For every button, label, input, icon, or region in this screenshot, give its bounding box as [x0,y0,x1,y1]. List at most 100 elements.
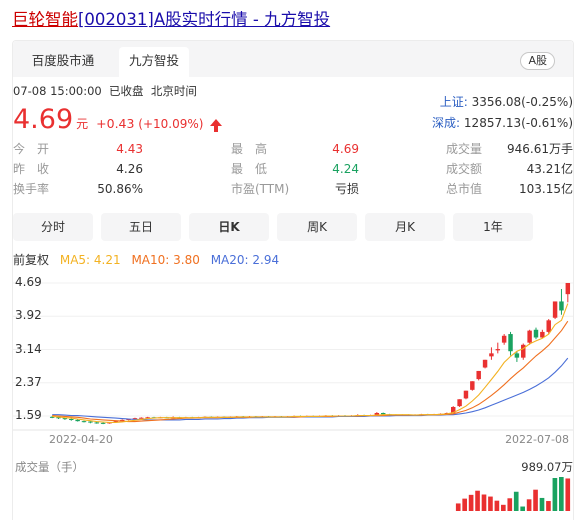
y-tick-label: 2.37 [15,375,42,389]
candle-body [75,419,80,422]
stats-row: 换手率 50.86% 市盈(TTM) 亏损 总市值 103.15亿 [13,179,573,199]
tab-jiufang[interactable]: 九方智投 [119,47,189,77]
stats-row: 今 开 4.43 最 高 4.69 成交量 946.61万手 [13,139,573,159]
stat-label-prev-close: 昨 收 [13,162,50,176]
candle-body [94,422,99,424]
tab-five-day[interactable]: 五日 [101,213,181,241]
market-badge: A股 [520,52,555,70]
candle-body [495,349,501,351]
candle-body [501,335,507,343]
timezone-label: 北京时间 [150,84,197,98]
tab-weekly-k[interactable]: 周K [277,213,357,241]
kline-chart[interactable] [13,41,573,520]
volume-bar [513,491,519,511]
stat-label-low: 最 低 [231,162,268,176]
volume-bar [468,494,474,511]
x-tick-label-start: 2022-04-20 [49,433,113,446]
ma10-legend: MA10: 3.80 [131,253,200,267]
tab-one-year[interactable]: 1年 [453,213,533,241]
volume-bar [552,477,558,511]
volume-bar [520,506,525,511]
ma-legend: 前复权 MA5: 4.21 MA10: 3.80 MA20: 2.94 [13,251,286,268]
y-tick-label: 3.14 [15,342,42,356]
volume-bar [494,500,500,511]
trade-datetime: 07-08 15:00:00 [13,84,102,98]
y-tick-label: 3.92 [15,308,42,322]
ma20-legend: MA20: 2.94 [210,253,280,267]
candle-body [527,330,532,343]
volume-bar [533,489,538,511]
ma5-legend: MA5: 4.21 [59,253,121,267]
index-name[interactable]: 上证: [439,95,468,109]
volume-bar [559,477,564,511]
candle-body [56,417,61,419]
stat-value-prev-close: 4.26 [116,162,143,176]
stat-value-turnover-rate: 50.86% [97,182,143,196]
tab-monthly-k[interactable]: 月K [365,213,445,241]
candle-body [546,320,551,332]
volume-bar [546,501,551,511]
stat-label-turnover-rate: 换手率 [13,182,50,196]
candle-body [514,353,520,358]
stat-label-pe-ttm: 市盈(TTM) [231,182,290,196]
candle-body [559,301,564,311]
candle-body [380,412,386,415]
stats-row: 昨 收 4.26 最 低 4.24 成交额 43.21亿 [13,159,573,179]
candle-body [374,412,380,416]
volume-bar [475,490,480,511]
candle-body [476,370,481,380]
stats-table: 今 开 4.43 最 高 4.69 成交量 946.61万手 昨 收 4.26 … [13,139,573,199]
candle-body [62,418,68,420]
candle-body [521,344,526,358]
stat-value-pe-ttm: 亏损 [334,182,359,196]
source-tabs: 百度股市通 九方智投 A股 [13,41,573,77]
ma5-line [52,303,569,423]
stat-value-turnover: 43.21亿 [526,162,573,176]
candle-body [119,419,125,422]
x-tick-label-end: 2022-07-08 [505,433,569,446]
stat-label-market-cap: 总市值 [446,182,483,196]
trade-time-info: 07-08 15:00:00 已收盘 北京时间 [13,83,197,99]
stock-card: 百度股市通 九方智投 A股 07-08 15:00:00 已收盘 北京时间 4.… [12,40,574,520]
tab-daily-k[interactable]: 日K [189,213,269,241]
up-arrow-icon [210,119,223,132]
price-change: +0.43 [96,116,135,131]
page-title[interactable]: 巨轮智能[002031]A股实时行情 - 九方智投 [12,9,330,31]
stat-value-volume: 946.61万手 [507,142,573,156]
candle-body [533,329,539,338]
index-shenzhen[interactable]: 深成: 12857.13(-0.61%) [432,114,573,131]
stat-value-market-cap: 103.15亿 [519,182,573,196]
price-change-pct: (+10.09%) [138,117,204,131]
volume-bar [462,498,467,511]
ma20-line [52,357,569,421]
page-title-stock-name[interactable]: 巨轮智能 [12,10,78,29]
volume-bar [565,478,571,511]
adjust-mode[interactable]: 前复权 [13,253,50,267]
stat-label-volume: 成交量 [446,142,483,156]
page-title-rest[interactable]: [002031]A股实时行情 - 九方智投 [78,10,331,29]
tab-baidu-stock[interactable]: 百度股市通 [31,53,95,68]
index-shanghai[interactable]: 上证: 3356.08(-0.25%) [440,93,573,110]
candle-body [489,353,494,357]
candle-body [88,421,93,423]
candle-body [482,359,488,368]
candle-body [69,419,74,421]
candle-body [457,399,462,407]
candle-body [540,331,545,338]
candle-body [470,381,475,390]
candle-body [81,421,87,423]
volume-bar [501,504,506,511]
candle-body [451,406,456,413]
volume-bar [526,499,532,511]
stat-label-high: 最 高 [231,142,268,156]
index-name[interactable]: 深成: [432,116,461,130]
index-value: 12857.13(-0.61%) [463,116,573,130]
stat-label-open: 今 开 [13,142,50,156]
y-tick-label: 4.69 [15,275,42,289]
price-unit: 元 [76,117,89,131]
tab-intraday[interactable]: 分时 [13,213,93,241]
price-block: 4.69 元 +0.43 (+10.09%) [13,104,223,136]
candle-body [100,422,106,424]
ma10-line [52,320,569,423]
market-status: 已收盘 [109,84,144,98]
